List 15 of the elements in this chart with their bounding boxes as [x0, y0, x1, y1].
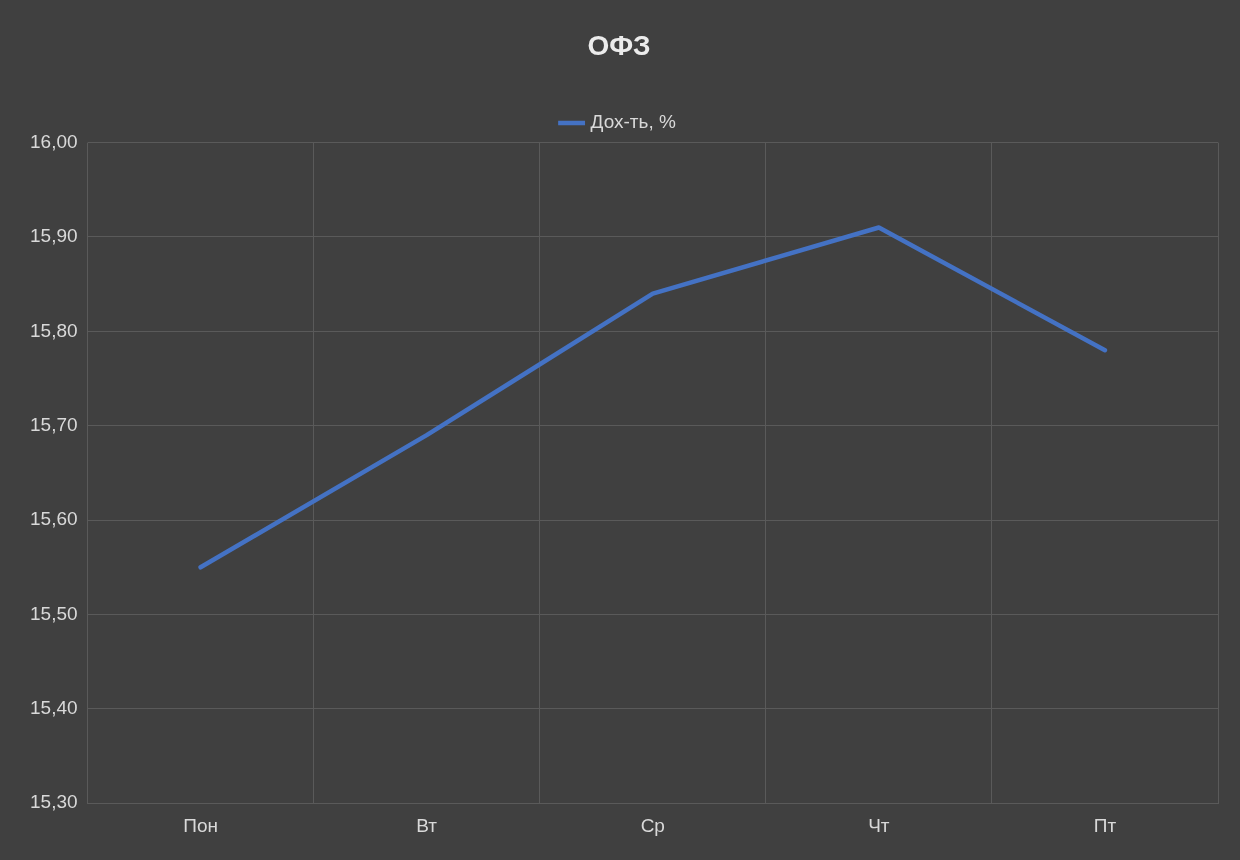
- y-tick-label: 15,40: [30, 697, 78, 719]
- y-tick-label: 15,30: [30, 791, 78, 813]
- x-tick-label: Ср: [640, 814, 665, 836]
- y-tick-label: 15,60: [30, 508, 78, 530]
- y-tick-label: 15,70: [30, 413, 78, 435]
- y-tick-label: 15,90: [30, 225, 78, 247]
- x-tick-label: Вт: [416, 814, 438, 836]
- chart-title: ОФЗ: [587, 29, 651, 61]
- x-tick-label: Пон: [183, 814, 218, 836]
- y-tick-label: 16,00: [30, 130, 78, 152]
- y-tick-label: 15,50: [30, 602, 78, 624]
- legend-label: Дох-ть, %: [590, 111, 677, 133]
- y-tick-label: 15,80: [30, 319, 78, 341]
- x-tick-label: Пт: [1093, 814, 1117, 836]
- x-tick-label: Чт: [868, 814, 890, 836]
